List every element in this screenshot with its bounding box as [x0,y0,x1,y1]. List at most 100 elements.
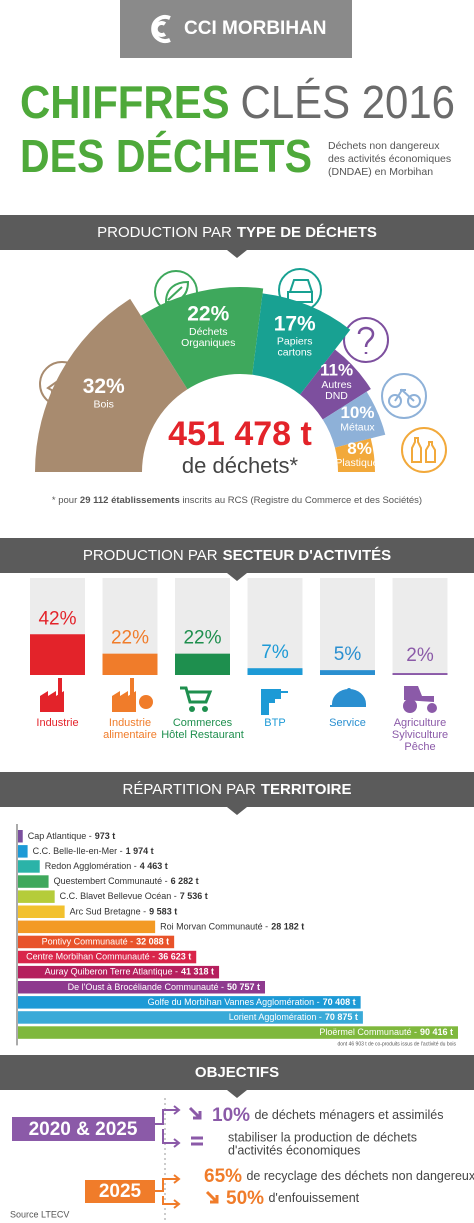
bar-label: De l'Oust à Brocéliande Communauté -50 7… [68,982,260,992]
bar-category: C.C. Blavet Bellevue Océan - [60,892,177,902]
footnote: * pour 29 112 établissements inscrits au… [52,495,422,506]
banner [0,772,474,807]
source: Source LTECV [10,1209,69,1219]
bar-label: Auray Quiberon Terre Atlantique -41 318 … [45,967,214,977]
bar [18,981,266,994]
banner-pointer [227,807,247,815]
bar [18,920,156,934]
bar-category: Industrie [109,717,151,729]
bar [18,965,220,979]
segment-value: 10% [340,403,374,422]
bar-label: Questembert Communauté -6 282 t [54,876,199,886]
bar-category: Ploërmel Communauté - [319,1027,417,1037]
banner-title: PRODUCTION PAR TYPE DE DÉCHETS [97,224,377,241]
banner-strong: SECTEUR D'ACTIVITÉS [223,547,392,564]
bar [30,634,85,675]
icon-bike [388,388,421,408]
bar-label: Arc Sud Bretagne -9 583 t [70,907,178,917]
bar-category: Cap Atlantique - [28,831,92,841]
icon-other [343,317,389,363]
bar-category: Roi Morvan Communauté - [160,922,268,932]
bar-label: Redon Agglomération -4 463 t [45,861,168,871]
bar-category: Arc Sud Bretagne - [70,907,147,917]
bar [18,830,23,843]
objective-text: de recyclage des déchets non dangereux [246,1169,474,1183]
icon-equal [191,1136,203,1146]
years-box [85,1180,155,1203]
bar [18,875,49,888]
bar [18,1011,363,1024]
segment-value: 32% [83,375,125,398]
banner-pointer [227,573,247,581]
segment-value: 11% [320,361,353,380]
banner-strong: OBJECTIFS [195,1064,279,1081]
bar-value: 7% [261,642,289,663]
donut-segment [35,298,188,472]
total: 451 478 t [168,415,312,453]
icon-decrease [205,1190,219,1204]
bar-category: alimentaire [103,729,157,741]
footnote-strong: 29 112 établissements [80,495,180,506]
bar-category: Pontivy Communauté - [42,937,134,947]
banner-strong: TERRITOIRE [261,781,352,798]
bar [18,935,175,949]
segment-label: Papiers [277,336,313,348]
bar-value: 6 282 t [171,876,199,886]
connector [155,1174,181,1209]
bar-value: 32 088 t [136,937,169,947]
objective-value: 50% [226,1188,264,1209]
header-box [120,0,352,58]
bar [247,668,303,675]
bar-value: 1 974 t [126,846,154,856]
subtitle-line: (DNDAE) en Morbihan [328,166,433,178]
bar-value: 41 318 t [181,967,214,977]
bar [320,670,375,675]
subtitle-line: des activités économiques [328,153,451,165]
years-label: 2025 [99,1181,142,1202]
bar-category: Industrie [36,717,78,729]
bar-value: 7 536 t [180,892,208,902]
segment-label: Plastiques [335,457,383,469]
donut-segment [300,349,371,420]
bar-track [320,578,375,675]
segment-label: Déchets [189,326,228,338]
bar-value: 22% [111,628,149,649]
sector-icons [40,678,437,715]
icon-food [139,695,153,709]
icon-metal [381,373,427,419]
total-caption: de déchets* [182,453,299,478]
objective-value: 10% [212,1105,250,1126]
bar-value: 50 757 t [227,982,260,992]
banner-title: OBJECTIFS [195,1064,279,1081]
donut-segment [334,438,375,472]
bar-value: 4 463 t [140,861,168,871]
objective-text: stabiliser la production de déchets [228,1130,417,1144]
title-line-1: CHIFFRESCLÉS 2016 [20,76,455,128]
connector [155,1105,181,1148]
icon-bottles [411,437,436,463]
bar-category: Questembert Communauté - [54,876,168,886]
banner-pointer [227,250,247,258]
icon-food-factory [112,678,136,712]
bar-label: Ploërmel Communauté -90 416 t [319,1027,453,1037]
icon-factory [40,678,64,712]
banner [0,215,474,250]
banner [0,538,474,573]
bar-value: 9 583 t [149,907,177,917]
segment-value: 17% [274,312,316,335]
segment-label: Organiques [181,337,235,349]
years-box [12,1117,155,1141]
bar [175,653,230,675]
bar-label: Centre Morbihan Communauté -36 623 t [26,952,191,962]
bar-category: Pêche [404,741,435,753]
subtitle: Déchets non dangereux des activités écon… [328,140,451,178]
bar [18,890,55,903]
segment-label: cartons [278,347,312,359]
bar-category: Agriculture [394,717,447,729]
bar [18,950,197,964]
bar-label: Lorient Agglomération -70 875 t [229,1012,358,1022]
objective-text: d'enfouissement [268,1191,359,1205]
segment-value: 22% [187,303,229,326]
objective-text: de déchets ménagers et assimilés [254,1108,443,1122]
